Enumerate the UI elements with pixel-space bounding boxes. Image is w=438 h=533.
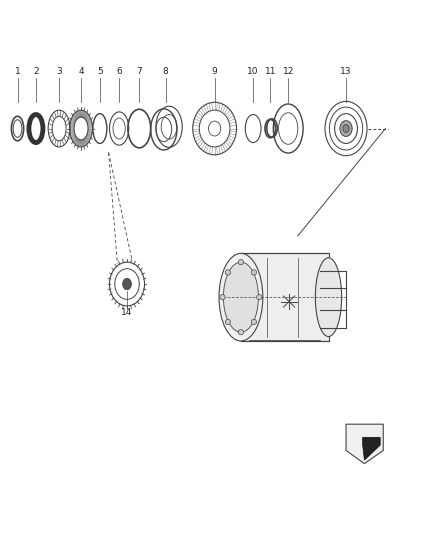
Ellipse shape: [223, 262, 258, 332]
Circle shape: [238, 329, 244, 335]
Text: 2: 2: [33, 67, 39, 76]
Ellipse shape: [315, 258, 342, 336]
Text: 13: 13: [340, 67, 352, 76]
Text: 3: 3: [56, 67, 62, 76]
Text: 4: 4: [78, 67, 84, 76]
Text: 9: 9: [212, 67, 218, 76]
Ellipse shape: [219, 253, 263, 341]
Text: 7: 7: [136, 67, 142, 76]
Text: 8: 8: [162, 67, 169, 76]
Text: 11: 11: [265, 67, 276, 76]
Circle shape: [257, 295, 262, 300]
Ellipse shape: [340, 120, 352, 136]
Polygon shape: [241, 253, 328, 341]
Ellipse shape: [123, 278, 131, 290]
Polygon shape: [346, 424, 383, 464]
Text: 14: 14: [121, 308, 133, 317]
Circle shape: [251, 319, 257, 325]
Circle shape: [251, 270, 257, 275]
Ellipse shape: [343, 125, 349, 133]
Text: 10: 10: [247, 67, 259, 76]
Circle shape: [220, 295, 225, 300]
Polygon shape: [363, 437, 380, 460]
Text: 12: 12: [283, 67, 294, 76]
Circle shape: [225, 270, 230, 275]
Circle shape: [238, 260, 244, 265]
Circle shape: [225, 319, 230, 325]
Text: 1: 1: [14, 67, 21, 76]
Text: 6: 6: [116, 67, 122, 76]
Text: 5: 5: [97, 67, 103, 76]
